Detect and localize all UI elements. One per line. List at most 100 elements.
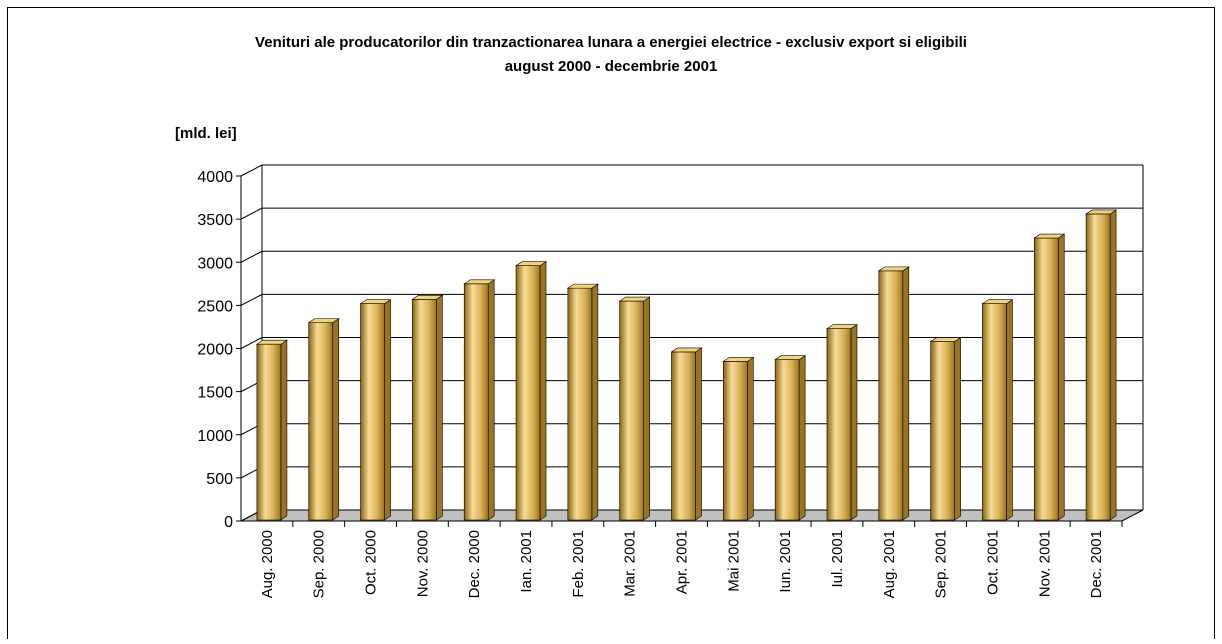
bar-front xyxy=(1033,237,1059,521)
bar-top xyxy=(307,318,340,323)
bar xyxy=(670,347,703,521)
x-tick-label: Sep. 2001 xyxy=(933,530,950,598)
bar xyxy=(307,318,340,521)
bar xyxy=(929,337,962,521)
y-tick-label: 500 xyxy=(206,471,233,488)
x-tick-label: Nov. 2000 xyxy=(414,530,431,597)
bar-side xyxy=(384,299,391,521)
bar-front xyxy=(515,265,541,521)
bar-front xyxy=(619,300,644,521)
bar-side xyxy=(954,337,961,521)
x-tick-label: Aug. 2000 xyxy=(259,530,276,598)
bar-front xyxy=(671,351,696,521)
bar-front xyxy=(930,341,955,521)
bar-top xyxy=(566,283,599,289)
y-tick-label: 1000 xyxy=(197,428,233,445)
bar-top xyxy=(1085,209,1118,215)
bar-top xyxy=(463,279,496,285)
bar-side xyxy=(591,283,599,521)
x-tick-label: Dec. 2001 xyxy=(1088,530,1105,598)
y-tick-label: 1500 xyxy=(197,385,233,402)
grid-line-side xyxy=(240,293,263,306)
bar xyxy=(618,296,651,521)
bar-side xyxy=(332,318,340,521)
bar-top xyxy=(722,357,755,362)
bar xyxy=(359,299,392,521)
bar-front xyxy=(826,328,852,521)
bar xyxy=(825,324,858,521)
chart-title: Venituri ale producatorilor din tranzact… xyxy=(255,34,967,51)
frame xyxy=(7,7,1215,644)
bar-top xyxy=(774,355,807,361)
bar xyxy=(515,261,548,521)
x-tick-label: Sep. 2000 xyxy=(311,530,328,598)
x-tick-label: Apr. 2001 xyxy=(674,530,691,594)
bar-side xyxy=(850,324,858,521)
bar-front xyxy=(412,299,437,521)
bar-front xyxy=(878,270,904,521)
bar-top xyxy=(981,299,1014,304)
bar-top xyxy=(515,261,548,267)
y-tick-label: 0 xyxy=(224,514,233,531)
x-tick-label: Oct. 2001 xyxy=(984,530,1001,595)
bar-front xyxy=(567,287,593,521)
bar-front xyxy=(308,322,334,521)
grid-line-side xyxy=(240,250,263,263)
bar xyxy=(722,356,755,521)
bar-top xyxy=(825,324,858,329)
grid-line-side xyxy=(240,164,263,177)
bar xyxy=(255,339,288,521)
bar-top xyxy=(618,296,651,302)
y-axis-label: [mld. lei] xyxy=(175,125,237,142)
grid-line-side xyxy=(240,207,263,220)
y-tick-label: 2500 xyxy=(197,298,233,315)
y-tick-label: 3500 xyxy=(197,212,233,229)
x-tick-label: Oct. 2000 xyxy=(363,530,380,595)
bar-front xyxy=(256,343,282,521)
bar-top xyxy=(411,295,444,300)
bar-side xyxy=(798,355,806,521)
bar-front xyxy=(463,283,489,521)
x-tick-label: Feb. 2001 xyxy=(570,530,587,598)
bar-front xyxy=(982,303,1007,521)
x-tick-label: Iul. 2001 xyxy=(829,530,846,588)
bar-top xyxy=(359,299,392,304)
bar xyxy=(566,283,599,521)
bar-top xyxy=(1033,233,1066,239)
y-tick-label: 2000 xyxy=(197,342,233,359)
bar-front xyxy=(774,359,800,521)
bar-top xyxy=(255,339,288,345)
x-tick-label: Iun. 2001 xyxy=(777,530,794,593)
chart-subtitle: august 2000 - decembrie 2001 xyxy=(505,58,718,75)
bar xyxy=(981,299,1014,521)
x-tick-label: Mar. 2001 xyxy=(622,530,639,597)
bar-side xyxy=(643,296,650,521)
bar xyxy=(411,294,444,521)
bar-front xyxy=(360,303,385,521)
bar-front xyxy=(1085,213,1111,521)
x-tick-label: Mai 2001 xyxy=(725,530,742,592)
bar xyxy=(463,279,496,521)
bar-side xyxy=(1057,233,1065,521)
x-tick-label: Dec. 2000 xyxy=(466,530,483,598)
bar-side xyxy=(436,294,443,521)
bar-top xyxy=(670,347,703,353)
bar-side xyxy=(280,339,288,521)
bar-front xyxy=(723,361,748,521)
bar-side xyxy=(695,347,702,521)
y-tick-label: 4000 xyxy=(197,169,233,186)
bar-side xyxy=(1109,209,1117,521)
x-tick-label: Ian. 2001 xyxy=(518,530,535,593)
y-tick-label: 3000 xyxy=(197,255,233,272)
bar-side xyxy=(487,279,495,521)
bar-top xyxy=(877,266,910,272)
bar xyxy=(877,266,910,521)
x-tick-label: Nov. 2001 xyxy=(1036,530,1053,597)
bar-side xyxy=(1006,299,1013,521)
bar xyxy=(1085,209,1118,521)
bar xyxy=(1033,233,1066,521)
bar xyxy=(774,355,807,521)
bar-side xyxy=(539,261,547,521)
